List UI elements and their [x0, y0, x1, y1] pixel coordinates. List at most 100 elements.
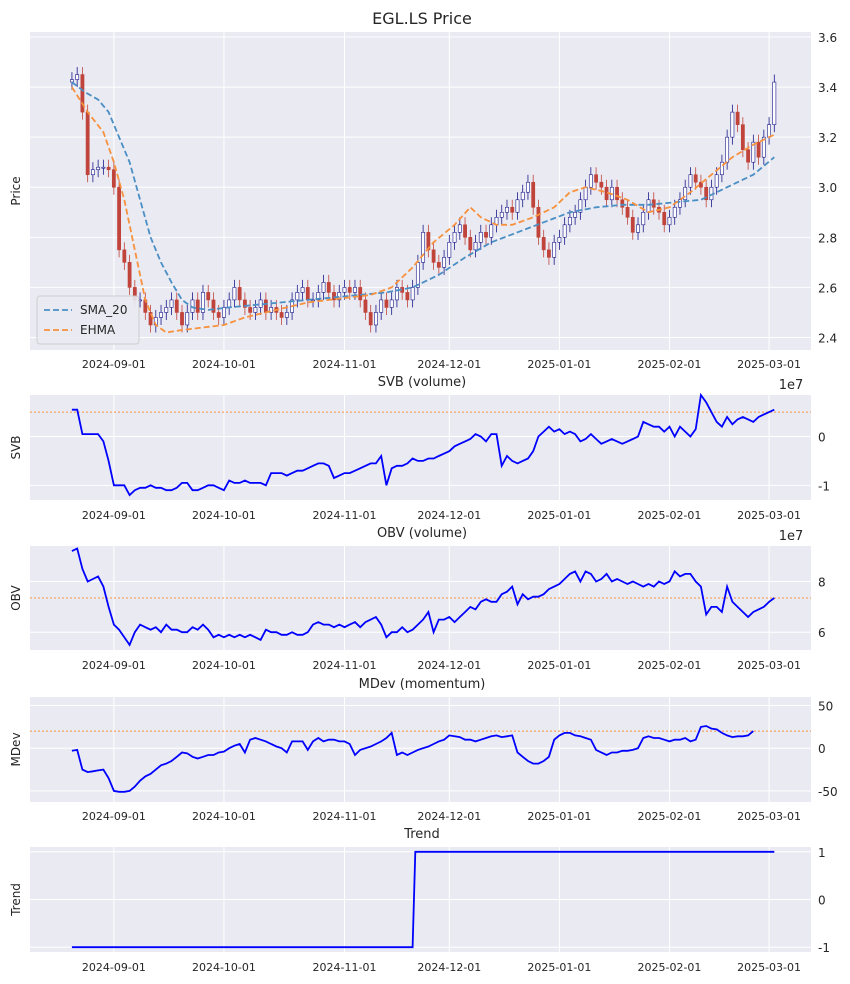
plot-area — [30, 32, 811, 350]
series-line-obv — [71, 547, 775, 647]
candle-body — [468, 237, 473, 251]
candle-body — [332, 292, 336, 301]
x-tick-label: 2024-11-01 — [313, 810, 377, 823]
candle-body — [169, 299, 174, 308]
candle-body — [117, 186, 122, 251]
y-tick-label: 2.4 — [818, 331, 837, 345]
candle-body — [599, 181, 604, 188]
candle-body — [237, 287, 242, 301]
x-tick-label: 2025-01-01 — [527, 509, 591, 522]
x-tick-label: 2025-01-01 — [527, 961, 591, 974]
y-tick-label: 50 — [818, 700, 833, 714]
panel-title: MDev (momentum) — [359, 677, 486, 692]
y-axis-label: Price — [9, 176, 23, 205]
y-axis-label: MDev — [9, 732, 23, 766]
x-tick-label: 2025-01-01 — [527, 810, 591, 823]
candle-body — [106, 166, 111, 171]
candle-body — [410, 287, 415, 301]
x-tick-label: 2025-01-01 — [527, 659, 591, 672]
candle-body — [704, 186, 709, 201]
candle-body — [547, 249, 551, 258]
candle-body — [368, 312, 373, 326]
candle-body — [405, 292, 410, 301]
x-tick-label: 2025-02-01 — [638, 509, 702, 522]
x-tick-label: 2025-02-01 — [638, 358, 702, 371]
panel-obv: 2024-09-01 2024-10-01 2024-11-01 2024-12-01… — [9, 526, 826, 672]
candle-body — [363, 299, 368, 313]
y-tick-label: 0 — [818, 431, 826, 445]
panel-mdev: 2024-09-01 2024-10-01 2024-11-01 2024-12-01… — [9, 677, 838, 823]
candle-body — [489, 224, 494, 238]
candle-body — [431, 249, 436, 263]
panel-price: 2024-09-01 2024-10-01 2024-11-01 2024-12-01… — [9, 31, 837, 371]
candle-body — [227, 299, 232, 308]
candle-body — [358, 287, 363, 301]
x-tick-label: 2025-02-01 — [638, 961, 702, 974]
candle-body — [756, 141, 761, 158]
candle-body — [300, 287, 305, 293]
candle-body — [573, 211, 578, 218]
y-tick-label: 8 — [818, 576, 826, 590]
candle-body — [719, 161, 724, 176]
candle-body — [164, 307, 169, 313]
legend-box — [36, 295, 140, 345]
candle-body — [269, 307, 274, 313]
x-tick-label: 2024-09-01 — [82, 961, 146, 974]
series-line-trend — [71, 850, 775, 949]
candle-body — [279, 312, 284, 318]
candle-body — [389, 299, 394, 308]
candle-body — [672, 206, 677, 218]
candle-body — [263, 299, 268, 313]
candle-body — [526, 181, 530, 193]
candle-body — [740, 124, 745, 150]
main-title: EGL.LS Price — [372, 9, 472, 28]
candle-body — [127, 262, 132, 288]
candle-body — [284, 312, 289, 318]
x-tick-label: 2024-10-01 — [192, 509, 256, 522]
candle-body — [557, 237, 562, 243]
candle-body — [594, 174, 598, 183]
candle-body — [201, 292, 205, 313]
y-tick-label: 6 — [818, 626, 826, 640]
candle-body — [122, 249, 127, 263]
x-tick-label: 2024-10-01 — [192, 358, 256, 371]
candle-body — [541, 237, 546, 251]
candle-body — [615, 186, 619, 201]
candle-body — [379, 299, 384, 313]
candle-body — [761, 136, 766, 158]
candle-body — [688, 174, 693, 188]
y-axis-label: OBV — [9, 584, 23, 610]
candle-body — [463, 224, 467, 238]
candle-body — [148, 312, 153, 326]
candle-body — [735, 111, 740, 125]
candle-body — [620, 199, 625, 208]
x-tick-label: 2025-03-01 — [737, 961, 801, 974]
legend-label: EHMA — [80, 323, 116, 337]
candle-body — [111, 169, 116, 188]
candle-body — [316, 292, 321, 301]
candle-body — [211, 299, 216, 313]
candle-body — [395, 287, 399, 301]
x-tick-label: 2024-11-01 — [313, 358, 377, 371]
x-tick-label: 2024-09-01 — [82, 659, 146, 672]
x-tick-label: 2024-11-01 — [313, 961, 377, 974]
candle-body — [578, 199, 583, 213]
y-tick-label: 3.0 — [818, 181, 837, 195]
y-tick-label: 3.6 — [818, 31, 837, 45]
candle-body — [567, 216, 572, 226]
candle-body — [75, 74, 80, 80]
x-tick-label: 2024-10-01 — [192, 961, 256, 974]
y-tick-label: 2.6 — [818, 281, 837, 295]
candle-body — [353, 287, 357, 293]
panel-title: SVB (volume) — [378, 375, 467, 390]
series-line-mdev — [71, 725, 754, 793]
candle-body — [714, 174, 719, 188]
x-tick-label: 2024-10-01 — [192, 810, 256, 823]
x-tick-label: 2024-12-01 — [417, 810, 481, 823]
x-tick-label: 2025-03-01 — [737, 358, 801, 371]
x-tick-label: 2024-12-01 — [417, 358, 481, 371]
candle-body — [253, 307, 258, 313]
candle-body — [484, 232, 488, 238]
x-tick-label: 2025-02-01 — [638, 810, 702, 823]
candle-body — [662, 211, 667, 226]
